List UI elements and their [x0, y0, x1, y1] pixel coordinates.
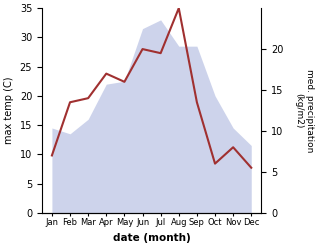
Y-axis label: med. precipitation
(kg/m2): med. precipitation (kg/m2) [294, 69, 314, 152]
X-axis label: date (month): date (month) [113, 233, 190, 243]
Y-axis label: max temp (C): max temp (C) [4, 77, 14, 144]
